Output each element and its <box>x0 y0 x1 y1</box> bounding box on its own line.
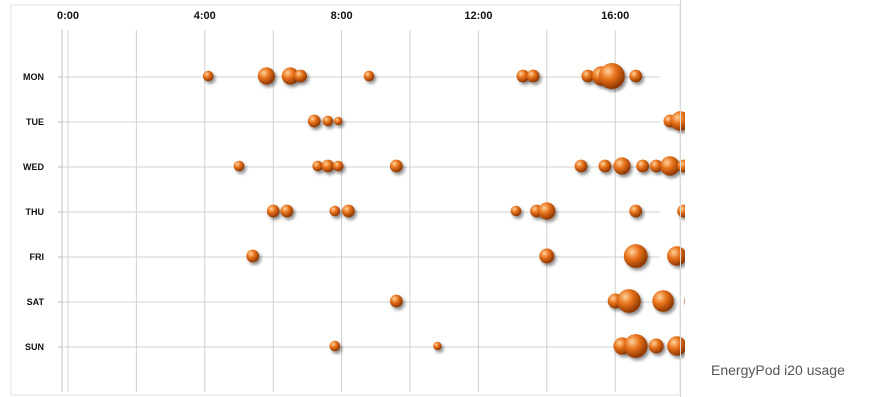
usage-bubble <box>321 159 335 173</box>
usage-bubble <box>389 294 403 308</box>
usage-bubble <box>649 159 663 173</box>
usage-bubble <box>667 336 685 356</box>
usage-bubble <box>581 69 595 83</box>
usage-bubble <box>629 204 643 218</box>
chart-caption: EnergyPod i20 usage <box>711 362 845 378</box>
usage-bubble <box>389 159 403 173</box>
day-labels: MON TUE WED THU FRI SAT SUN <box>23 72 44 352</box>
usage-bubble <box>623 244 648 268</box>
day-label: TUE <box>26 117 44 127</box>
day-label: FRI <box>30 252 45 262</box>
usage-bubble <box>677 204 685 218</box>
usage-bubble <box>613 157 631 175</box>
usage-bubble <box>677 159 685 173</box>
usage-bubble <box>266 204 280 218</box>
grid-layer <box>58 30 660 392</box>
usage-bubble <box>684 296 685 306</box>
usage-bubble <box>433 341 442 351</box>
day-label: MON <box>23 72 44 82</box>
usage-bubble <box>329 205 341 217</box>
usage-bubble <box>257 67 275 85</box>
x-tick-label: 4:00 <box>194 10 216 22</box>
usage-bubble <box>202 70 214 82</box>
usage-bubble <box>246 249 260 263</box>
usage-bubble <box>281 67 299 85</box>
x-tick-label: 16:00 <box>601 10 629 22</box>
usage-bubble <box>648 338 664 354</box>
x-tick-label: 0:00 <box>57 10 79 22</box>
usage-bubble <box>652 290 674 312</box>
usage-bubble <box>617 289 641 313</box>
usage-bubble <box>294 69 307 83</box>
usage-bubble <box>332 160 344 172</box>
usage-bubble <box>342 204 355 218</box>
usage-bubble <box>623 334 648 358</box>
day-label: SAT <box>27 297 45 307</box>
usage-bubble <box>307 114 321 128</box>
usage-bubble <box>670 111 685 131</box>
day-label: WED <box>23 162 44 172</box>
usage-bubble <box>636 159 649 173</box>
bubble-layer <box>202 63 685 358</box>
usage-bubble <box>363 70 375 82</box>
usage-bubble <box>233 160 245 172</box>
usage-bubble <box>660 156 680 176</box>
usage-bubble <box>574 159 588 173</box>
plot-frame <box>10 4 681 396</box>
usage-bubble <box>280 204 294 218</box>
day-label: THU <box>26 207 45 217</box>
usage-bubble <box>598 159 612 173</box>
usage-bubble <box>329 340 341 352</box>
usage-bubble <box>629 69 643 83</box>
usage-bubble <box>667 246 685 266</box>
usage-bubble <box>598 63 625 89</box>
usage-bubble <box>526 69 540 83</box>
x-tick-label: 12:00 <box>464 10 492 22</box>
x-tick-label: 8:00 <box>331 10 353 22</box>
usage-bubble <box>334 116 343 126</box>
usage-bubble <box>322 115 334 127</box>
day-label: SUN <box>25 342 44 352</box>
usage-bubble <box>516 69 530 83</box>
panel-divider <box>680 0 681 397</box>
usage-bubble <box>510 205 522 217</box>
usage-bubble <box>312 160 324 172</box>
usage-bubble <box>539 248 555 264</box>
usage-bubble <box>538 202 556 220</box>
